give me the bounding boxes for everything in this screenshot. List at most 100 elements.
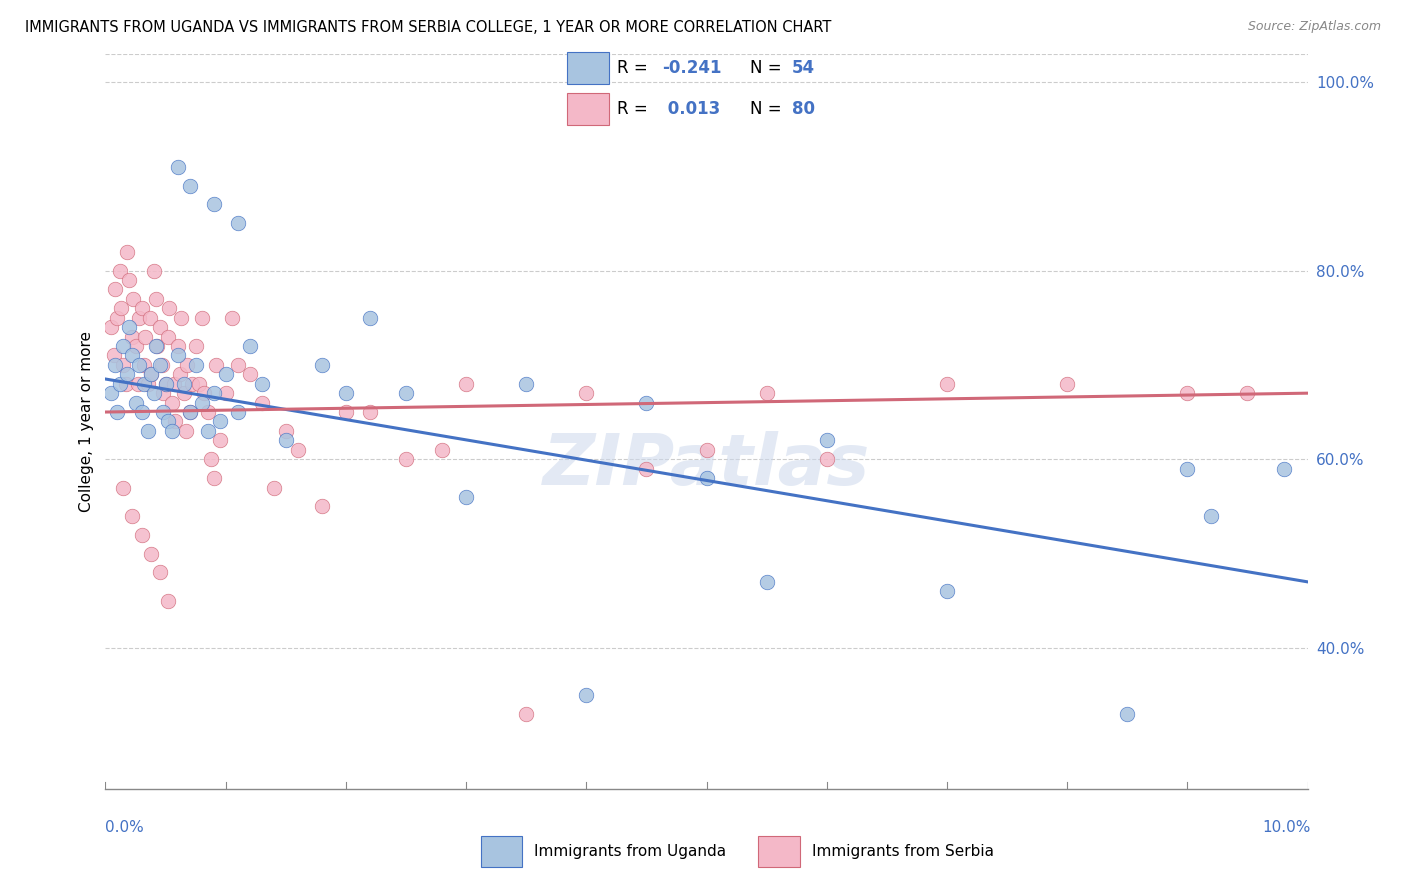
Point (155, 376, 177, 391)
Bar (567, 52, 609, 84)
Point (136, 424, 159, 438)
Point (146, 339, 169, 353)
Point (1175, 386, 1198, 401)
Point (188, 376, 211, 391)
Point (430, 442, 453, 457)
Point (205, 358, 228, 372)
Text: ZIPatlas: ZIPatlas (543, 431, 870, 500)
Text: 0.0%: 0.0% (105, 821, 145, 835)
Point (636, 461, 658, 475)
Text: IMMIGRANTS FROM UGANDA VS IMMIGRANTS FROM SERBIA COLLEGE, 1 YEAR OR MORE CORRELA: IMMIGRANTS FROM UGANDA VS IMMIGRANTS FRO… (25, 20, 832, 35)
Point (122, 292, 145, 306)
Point (359, 405, 381, 419)
Point (239, 339, 262, 353)
Point (115, 376, 138, 391)
Point (197, 405, 219, 419)
Point (311, 500, 333, 514)
Point (131, 405, 153, 419)
Point (166, 339, 188, 353)
Point (184, 339, 207, 353)
Text: R =: R = (617, 100, 654, 118)
Point (108, 263, 131, 277)
Point (131, 527, 153, 541)
Point (152, 386, 174, 401)
Point (202, 386, 225, 401)
Point (150, 358, 173, 372)
Point (124, 395, 146, 409)
Point (190, 310, 212, 325)
Point (156, 415, 179, 429)
Point (112, 481, 135, 495)
Point (335, 386, 357, 401)
Point (156, 329, 179, 343)
Point (208, 434, 231, 448)
Point (139, 368, 162, 382)
Point (1056, 376, 1078, 391)
Text: N =: N = (751, 59, 787, 77)
Point (148, 358, 170, 372)
Point (239, 368, 262, 382)
Point (115, 244, 138, 259)
Text: -0.241: -0.241 (662, 59, 721, 77)
Point (214, 368, 236, 382)
Point (1272, 461, 1295, 475)
Point (128, 310, 150, 325)
Point (170, 310, 193, 325)
Point (145, 339, 167, 353)
Point (174, 424, 197, 438)
Point (179, 405, 201, 419)
Text: Immigrants from Uganda: Immigrants from Uganda (534, 844, 725, 859)
Point (169, 368, 191, 382)
Point (179, 178, 201, 193)
Point (936, 376, 959, 391)
Point (226, 405, 249, 419)
Point (115, 368, 138, 382)
Point (515, 376, 537, 391)
Point (173, 386, 195, 401)
Point (575, 386, 598, 401)
Point (1116, 706, 1139, 721)
Point (166, 348, 188, 362)
Point (108, 376, 131, 391)
Point (179, 405, 201, 419)
Point (173, 376, 195, 391)
Point (226, 358, 249, 372)
Point (263, 481, 285, 495)
Point (166, 160, 188, 174)
Text: 10.0%: 10.0% (1263, 821, 1310, 835)
Point (1201, 508, 1223, 523)
Point (160, 395, 183, 409)
Text: 80: 80 (792, 100, 814, 118)
Point (152, 405, 174, 419)
Point (936, 584, 959, 599)
Y-axis label: College, 1 year or more: College, 1 year or more (79, 331, 94, 512)
Point (274, 424, 297, 438)
Point (335, 405, 357, 419)
Point (815, 434, 838, 448)
Point (136, 376, 159, 391)
Point (287, 442, 309, 457)
Point (221, 310, 243, 325)
Point (139, 547, 162, 561)
Point (142, 263, 165, 277)
Point (274, 434, 297, 448)
Point (160, 424, 183, 438)
Point (112, 358, 135, 372)
Point (118, 273, 141, 287)
Point (200, 452, 222, 467)
Point (176, 358, 198, 372)
Text: N =: N = (751, 100, 787, 118)
Text: R =: R = (617, 59, 654, 77)
Point (163, 376, 186, 391)
Point (156, 593, 179, 607)
Point (636, 395, 658, 409)
Text: Source: ZipAtlas.com: Source: ZipAtlas.com (1247, 20, 1381, 33)
Text: Immigrants from Serbia: Immigrants from Serbia (811, 844, 994, 859)
Point (112, 339, 135, 353)
Point (118, 320, 141, 334)
Point (142, 386, 165, 401)
Point (132, 376, 155, 391)
Point (456, 376, 478, 391)
Point (755, 574, 778, 589)
Point (110, 301, 132, 316)
